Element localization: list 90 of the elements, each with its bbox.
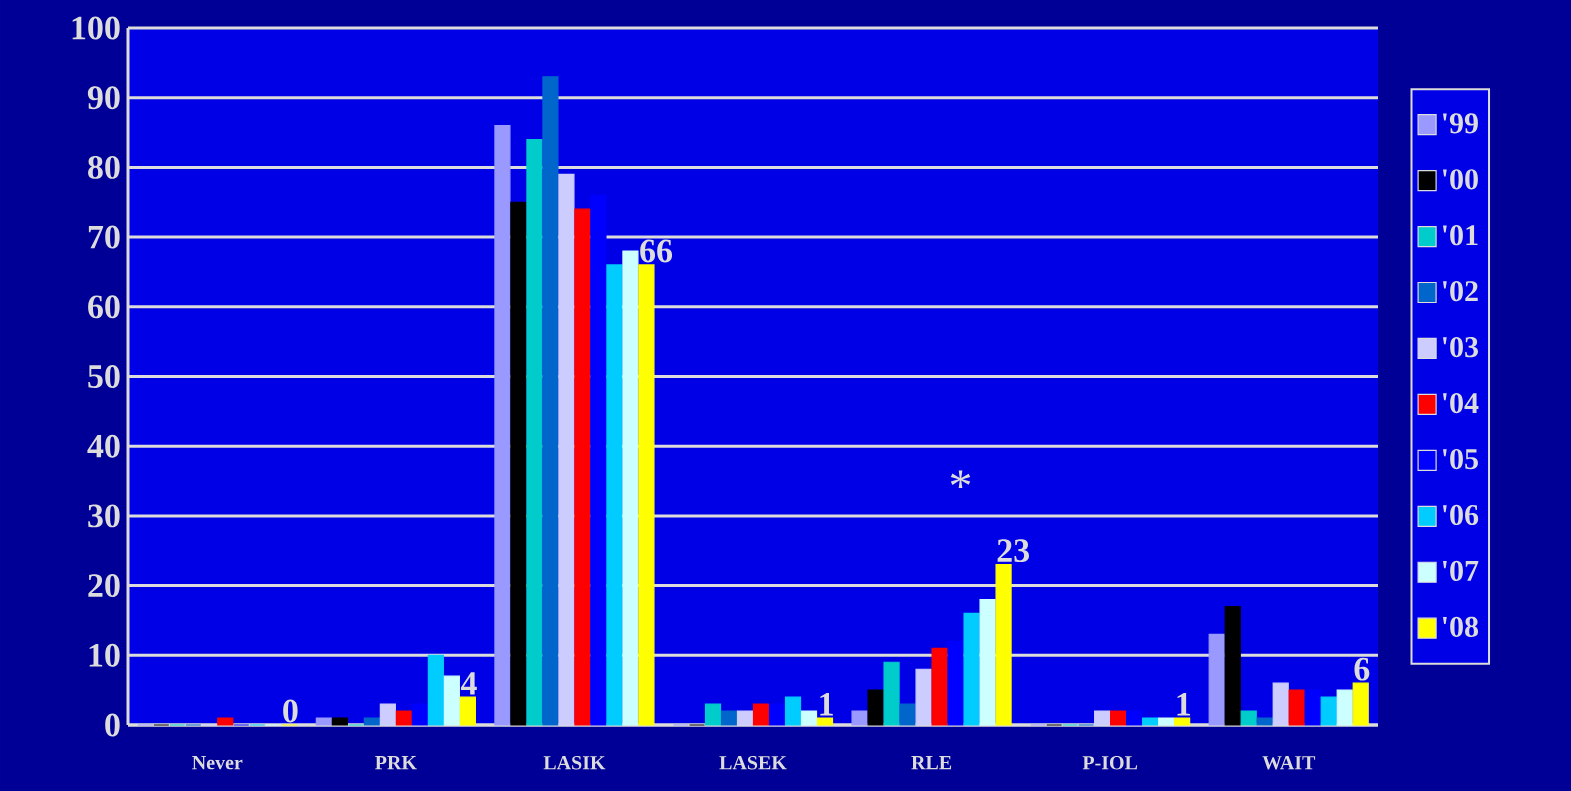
bar xyxy=(494,124,511,726)
bar xyxy=(379,703,396,726)
y-tick-label: 60 xyxy=(88,295,120,319)
legend-label: '04 xyxy=(1442,392,1479,414)
bar xyxy=(443,675,460,726)
bar xyxy=(574,208,591,726)
bar xyxy=(768,703,786,726)
bar xyxy=(752,703,770,726)
bar xyxy=(622,250,639,726)
bar xyxy=(867,689,884,726)
legend-label: '00 xyxy=(1442,169,1478,190)
y-tick-label: 0 xyxy=(105,713,120,737)
data-label: 4 xyxy=(460,672,477,695)
data-label: 23 xyxy=(997,539,1030,563)
bar xyxy=(720,710,738,726)
bar xyxy=(315,717,332,726)
bar xyxy=(638,264,655,726)
x-tick-label: P-IOL xyxy=(1082,756,1138,770)
bar xyxy=(526,138,543,726)
y-tick-label: 30 xyxy=(88,504,120,528)
data-label: 1 xyxy=(820,692,833,716)
bar xyxy=(1208,633,1225,726)
y-tick-label: 90 xyxy=(87,86,120,110)
bar xyxy=(363,717,380,726)
bar xyxy=(736,710,754,726)
x-tick-label: RLE xyxy=(911,756,952,770)
bar xyxy=(883,661,900,726)
bar xyxy=(606,264,623,726)
data-label: 0 xyxy=(283,699,298,723)
bar xyxy=(704,703,722,726)
legend-label: '05 xyxy=(1442,448,1478,470)
bar xyxy=(1352,682,1369,726)
legend-label: '06 xyxy=(1442,504,1479,526)
data-label: 6 xyxy=(1354,657,1370,681)
legend-label: '03 xyxy=(1442,337,1478,358)
bar xyxy=(1288,689,1305,726)
bar xyxy=(1174,717,1191,726)
bar xyxy=(1158,717,1175,726)
bar xyxy=(411,703,428,726)
y-tick-label: 10 xyxy=(89,643,120,667)
x-tick-label: PRK xyxy=(375,756,417,770)
x-tick-label: LASIK xyxy=(543,756,606,770)
bar xyxy=(1240,710,1257,726)
bar xyxy=(1336,689,1353,726)
bar xyxy=(1110,710,1127,726)
bar xyxy=(995,564,1012,726)
y-tick-label: 20 xyxy=(88,574,120,598)
x-tick-label: LASEK xyxy=(719,756,787,770)
bar xyxy=(931,647,948,726)
bar xyxy=(395,710,412,726)
y-tick-label: 70 xyxy=(88,225,120,249)
legend-label: '02 xyxy=(1442,281,1478,302)
bar xyxy=(915,668,932,726)
bar xyxy=(217,717,234,726)
bar xyxy=(427,654,444,726)
data-label: 1 xyxy=(1177,692,1190,716)
bar xyxy=(784,696,802,726)
legend-label: '07 xyxy=(1442,560,1479,582)
legend-label: '08 xyxy=(1442,616,1479,637)
legend-label: '99 xyxy=(1442,113,1478,134)
bar xyxy=(963,612,980,726)
bar xyxy=(1094,710,1111,726)
x-tick-label: WAIT xyxy=(1262,756,1316,770)
bar xyxy=(816,717,834,726)
annotation: * xyxy=(950,470,971,489)
y-tick-label: 80 xyxy=(88,155,120,179)
bar xyxy=(558,173,575,726)
bar xyxy=(979,598,996,726)
bar xyxy=(1142,717,1159,726)
bar xyxy=(331,717,348,726)
bar xyxy=(800,710,818,726)
bar xyxy=(590,194,607,726)
bar xyxy=(510,201,527,726)
y-tick-label: 50 xyxy=(88,365,120,388)
y-tick-label: 100 xyxy=(72,16,120,40)
legend-label: '01 xyxy=(1442,225,1478,246)
data-label: 66 xyxy=(640,239,673,263)
x-tick-label: Never xyxy=(192,756,243,770)
bar xyxy=(899,703,916,726)
bar xyxy=(1272,682,1289,726)
bar xyxy=(1320,696,1337,726)
bar xyxy=(1224,605,1241,726)
bar xyxy=(1304,689,1321,726)
bar xyxy=(851,710,868,726)
bar xyxy=(947,640,964,726)
bar xyxy=(1126,710,1143,726)
bar xyxy=(542,76,559,726)
bar xyxy=(459,696,476,726)
y-tick-label: 40 xyxy=(87,434,120,458)
bar xyxy=(1256,717,1273,726)
